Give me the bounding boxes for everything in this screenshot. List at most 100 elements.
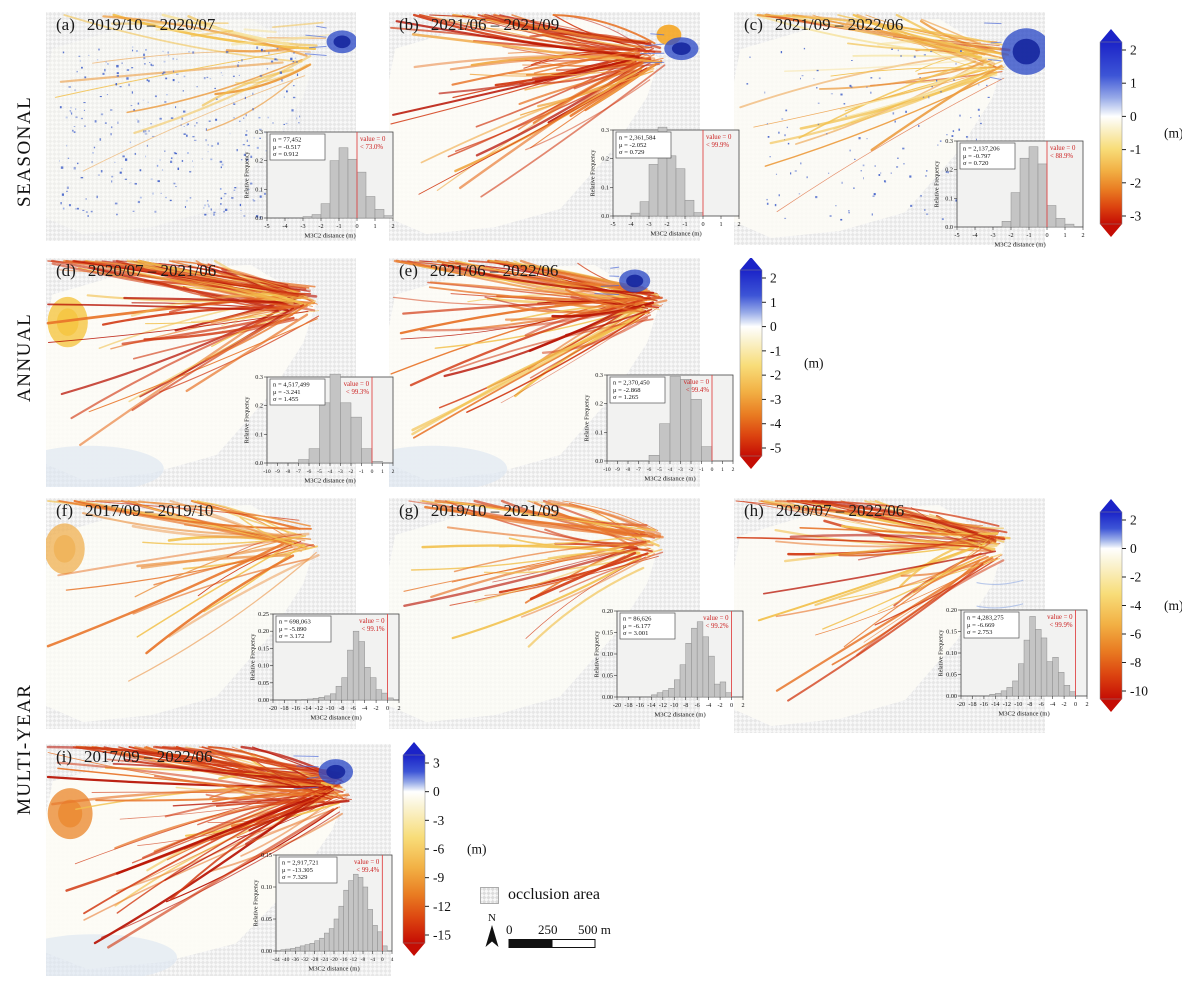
x-tick-label: -6 — [647, 467, 652, 473]
y-tick-label: 0.3 — [601, 127, 609, 134]
hist-ylabel: Relative Frequency — [245, 397, 251, 444]
zero-annotation: < 73.0% — [360, 144, 383, 151]
hist-bar — [302, 216, 313, 219]
stats-box — [269, 133, 326, 161]
y-tick-label: 0.1 — [255, 186, 263, 193]
y-tick-label: 0.2 — [255, 158, 263, 165]
hist-bar — [651, 694, 658, 698]
scale-bar: 0 250 500 m — [506, 922, 628, 953]
panel-label: (g) — [399, 501, 419, 520]
hist-bar — [374, 209, 385, 219]
x-tick-label: -44 — [272, 957, 280, 963]
panel-title-h: (h) 2020/07 – 2022/06 — [744, 501, 904, 521]
panel-title-g: (g) 2019/10 – 2021/09 — [399, 501, 559, 521]
stats-line: σ = 0.720 — [963, 160, 989, 167]
panel-period: 2021/09 – 2022/06 — [774, 15, 904, 34]
hist-bar — [295, 946, 301, 952]
colorbar-tick-label: -3 — [770, 392, 781, 407]
colorbar-tick-label: 0 — [1130, 541, 1137, 556]
y-tick-label: 0.05 — [946, 672, 957, 679]
stats-line: σ = 1.455 — [273, 396, 299, 403]
hist-bar — [347, 158, 358, 219]
hist-bar — [335, 685, 342, 701]
x-tick-label: -2 — [664, 221, 669, 228]
x-tick-label: -10 — [670, 702, 678, 709]
panel-period: 2021/06 – 2021/09 — [430, 15, 560, 34]
hist-bar — [312, 698, 320, 701]
hist-ylabel: Relative Frequency — [245, 152, 251, 199]
stats-box — [615, 131, 672, 159]
x-tick-label: -4 — [628, 221, 633, 228]
y-tick-label: 0.1 — [945, 195, 953, 202]
hist-bar — [685, 643, 692, 698]
x-tick-label: -3 — [300, 223, 305, 230]
x-tick-label: 1 — [1063, 232, 1066, 239]
colorbar-tick-label: -1 — [1130, 142, 1141, 157]
zero-annotation: < 99.9% — [1049, 622, 1072, 629]
colorbar-unit: (m) — [1164, 126, 1182, 141]
colorbar-tick-label: -2 — [1130, 570, 1141, 585]
hist-bar — [693, 212, 704, 217]
colorbar-annual: 2 1 0 -1 -2 -3 -4 -5 (m) — [738, 257, 824, 472]
colorbar-tick-label: -10 — [1130, 684, 1148, 699]
y-tick-label: 0.25 — [258, 611, 269, 618]
hist-bar — [324, 932, 330, 952]
hist-bar — [340, 402, 352, 464]
snow-ice-patch — [46, 934, 178, 976]
hist-bars — [1001, 146, 1075, 228]
histogram-h: 0.000.050.100.150.20-20 -18 -16 -14 -12 -10 -8… — [939, 607, 1089, 718]
hist-bar — [329, 373, 341, 464]
hist-ylabel: Relative Frequency — [591, 150, 597, 197]
x-tick-label: -1 — [1026, 232, 1031, 239]
hist-bar — [338, 147, 349, 219]
snow-ice-patch — [46, 445, 164, 487]
hist-bars — [302, 147, 394, 219]
hist-bar — [630, 212, 641, 217]
histogram-inset-c: 0.0 0.1 0.2 0.3 -5 -4 -3 -2 -1 0 1 2 n = 2,137,206 μ … — [932, 137, 1088, 249]
erosion-streaks — [735, 499, 1011, 702]
y-tick-label: 0.00 — [258, 697, 269, 704]
hist-bar — [298, 459, 310, 464]
x-tick-label: 2 — [1081, 232, 1084, 239]
x-tick-label: -16 — [340, 957, 348, 963]
colorbar-tick-label: 2 — [1130, 43, 1137, 58]
hist-xlabel: M3C2 distance (m) — [998, 711, 1049, 718]
y-tick-label: 0.05 — [261, 916, 272, 923]
hist-bar — [328, 928, 335, 952]
zero-annotation: value = 0 — [706, 134, 732, 141]
hist-bar — [1028, 146, 1039, 228]
x-tick-label: -4 — [328, 469, 333, 475]
colorbar-top-arrow — [1100, 29, 1122, 42]
colorbar-svg-seasonal: 2 1 0 -1 -2 -3 (m) — [1099, 29, 1182, 237]
colorbar-top-arrow — [740, 257, 762, 270]
hist-bar — [308, 448, 320, 464]
zero-annotation: value = 0 — [354, 859, 380, 866]
stats-line: σ = 7.329 — [282, 874, 308, 881]
hist-bar — [304, 944, 311, 952]
hist-bar — [356, 171, 367, 219]
histogram-f: 0.000.050.100.150.200.25-20 -18 -16 -14 -12-… — [251, 611, 401, 722]
snow-ice-patch — [389, 445, 508, 487]
hist-bar — [350, 416, 362, 464]
hist-bar — [690, 399, 702, 462]
zero-annotation: value = 0 — [703, 615, 729, 622]
hist-bar — [341, 677, 348, 701]
hist-bar — [361, 448, 373, 464]
zero-annotation: value = 0 — [684, 379, 710, 386]
x-tick-label: 2 — [741, 702, 744, 709]
hist-bar — [382, 945, 388, 952]
hist-xlabel: M3C2 distance (m) — [304, 233, 355, 240]
histogram-inset-d: 0.0 0.1 0.2 0.3 -10 -9 -8 -7 -6 -5 -4 -3 -2 -1 0 1 2 n = … — [242, 373, 398, 485]
hist-bar — [719, 681, 727, 698]
histogram-e: 0.00.10.20.3-10 -9 -8 -7 -6 -5 -4 -3 -2 -1 0 1 2n = … — [585, 372, 735, 483]
colorbar-multi_year: 2 0 -2 -4 -6 -8 -10 (m) — [1098, 498, 1182, 714]
x-tick-label: -10 — [1014, 701, 1022, 708]
x-tick-label: -16 — [636, 702, 644, 709]
y-tick-label: 0.05 — [602, 673, 613, 680]
y-tick-label: 0.00 — [261, 948, 272, 955]
erosion-streaks — [403, 499, 664, 648]
colorbar-svg-full_period: 3 0 -3 -6 -9 -12 -15 (m) — [402, 742, 487, 956]
colorbar-gradient — [1099, 511, 1123, 700]
hist-bars — [989, 616, 1076, 697]
y-tick-label: 0.0 — [945, 224, 953, 231]
